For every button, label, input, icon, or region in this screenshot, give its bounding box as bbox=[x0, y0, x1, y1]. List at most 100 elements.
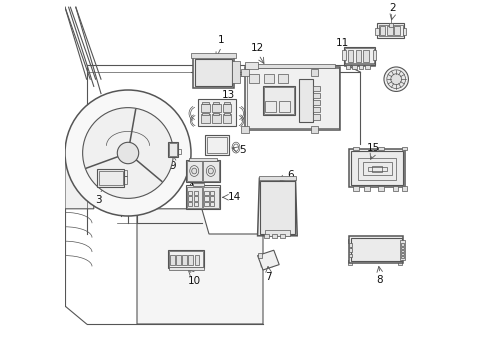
Bar bbox=[342, 50, 346, 60]
Bar bbox=[210, 191, 215, 195]
Bar bbox=[182, 255, 187, 265]
Bar bbox=[210, 202, 215, 206]
Bar bbox=[194, 202, 198, 206]
Text: 9: 9 bbox=[170, 161, 176, 171]
Bar bbox=[400, 243, 404, 246]
Bar bbox=[232, 61, 240, 83]
Bar bbox=[193, 183, 204, 186]
Bar bbox=[124, 170, 127, 176]
Bar bbox=[299, 79, 314, 122]
Bar bbox=[203, 161, 219, 181]
Circle shape bbox=[65, 90, 191, 216]
Bar bbox=[375, 28, 379, 35]
Text: 10: 10 bbox=[188, 276, 201, 286]
Bar bbox=[212, 114, 220, 123]
Bar bbox=[344, 47, 374, 65]
Text: 14: 14 bbox=[228, 192, 241, 202]
Bar bbox=[398, 239, 402, 243]
Bar bbox=[259, 176, 296, 180]
Bar bbox=[351, 238, 402, 261]
Bar bbox=[247, 68, 339, 128]
Bar bbox=[194, 196, 198, 201]
Bar bbox=[222, 114, 231, 123]
Bar bbox=[353, 186, 359, 191]
Bar bbox=[189, 158, 217, 161]
Bar bbox=[168, 250, 204, 268]
Bar bbox=[205, 135, 229, 155]
Bar bbox=[364, 186, 369, 191]
Bar bbox=[99, 171, 122, 185]
Bar bbox=[314, 114, 320, 120]
Polygon shape bbox=[65, 162, 94, 209]
Bar bbox=[389, 23, 392, 27]
Bar bbox=[377, 23, 404, 38]
Bar bbox=[187, 187, 202, 208]
Bar bbox=[198, 99, 236, 126]
Bar bbox=[169, 251, 202, 267]
Bar bbox=[356, 50, 361, 62]
Bar bbox=[201, 114, 210, 123]
Bar bbox=[224, 113, 230, 115]
Circle shape bbox=[83, 108, 173, 198]
Bar bbox=[188, 202, 193, 206]
Bar bbox=[346, 65, 350, 69]
Bar bbox=[202, 102, 209, 104]
Bar bbox=[193, 56, 234, 88]
Bar bbox=[188, 196, 193, 201]
Text: 4: 4 bbox=[188, 182, 195, 192]
Bar bbox=[264, 87, 294, 114]
Text: 8: 8 bbox=[377, 275, 383, 285]
Bar bbox=[400, 253, 404, 255]
Bar bbox=[263, 86, 295, 115]
Bar bbox=[314, 100, 320, 105]
Bar bbox=[203, 187, 219, 208]
Bar bbox=[170, 267, 204, 270]
Circle shape bbox=[117, 142, 139, 164]
Bar bbox=[349, 236, 403, 263]
Bar bbox=[188, 191, 193, 195]
Bar bbox=[202, 113, 209, 115]
Text: 3: 3 bbox=[95, 195, 101, 205]
Text: 11: 11 bbox=[336, 38, 349, 48]
Bar bbox=[400, 250, 404, 252]
Bar bbox=[379, 25, 403, 36]
Bar bbox=[195, 255, 199, 265]
Bar bbox=[279, 101, 290, 112]
Bar bbox=[347, 239, 352, 243]
Bar bbox=[213, 113, 220, 115]
Bar bbox=[314, 93, 320, 98]
Bar bbox=[168, 142, 178, 157]
Ellipse shape bbox=[208, 168, 213, 174]
Ellipse shape bbox=[387, 70, 406, 89]
Text: 6: 6 bbox=[288, 170, 294, 180]
Bar bbox=[280, 234, 285, 238]
Bar bbox=[402, 186, 407, 191]
Bar bbox=[345, 48, 373, 64]
Bar bbox=[363, 162, 392, 175]
Bar bbox=[195, 59, 232, 86]
Bar bbox=[242, 69, 248, 76]
Bar bbox=[387, 26, 392, 35]
Bar bbox=[186, 160, 220, 182]
Bar bbox=[258, 253, 262, 258]
Text: 1: 1 bbox=[218, 35, 225, 45]
Bar bbox=[353, 147, 359, 150]
Bar bbox=[178, 149, 181, 154]
Bar bbox=[249, 74, 259, 83]
Bar bbox=[365, 65, 369, 69]
Bar bbox=[212, 104, 220, 112]
Bar bbox=[352, 65, 357, 69]
Bar bbox=[347, 260, 352, 265]
Bar bbox=[278, 74, 288, 83]
Bar bbox=[191, 53, 236, 58]
Bar bbox=[344, 63, 374, 66]
Bar bbox=[265, 230, 290, 236]
Bar bbox=[169, 143, 177, 156]
Bar bbox=[264, 234, 270, 238]
Bar bbox=[201, 104, 210, 112]
Bar bbox=[311, 69, 318, 76]
Text: 7: 7 bbox=[265, 272, 272, 282]
Bar bbox=[359, 65, 363, 69]
Bar bbox=[347, 50, 353, 62]
Text: 15: 15 bbox=[368, 143, 381, 153]
